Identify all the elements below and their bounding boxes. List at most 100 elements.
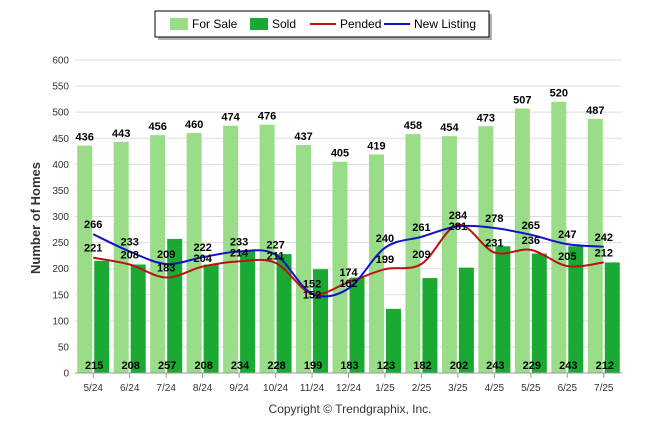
bar-for-sale	[551, 101, 567, 373]
legend-label-for-sale: For Sale	[192, 17, 238, 31]
label-for-sale: 437	[294, 131, 312, 143]
label-for-sale: 474	[221, 112, 240, 124]
y-tick-label: 0	[63, 369, 69, 380]
label-new-listing: 281	[449, 221, 467, 233]
x-tick-label: 12/24	[336, 383, 361, 394]
label-pended: 174	[339, 267, 358, 279]
label-sold: 229	[523, 360, 541, 372]
bar-sold	[495, 246, 511, 373]
label-sold: 243	[486, 360, 504, 372]
label-pended: 183	[157, 263, 175, 275]
legend-label-new-listing: New Listing	[414, 17, 476, 31]
bar-for-sale	[441, 136, 457, 373]
bar-sold	[349, 277, 365, 373]
bar-sold	[203, 264, 219, 373]
bar-for-sale	[223, 125, 239, 373]
x-tick-label: 5/24	[83, 383, 103, 394]
bar-for-sale	[186, 133, 202, 373]
label-for-sale: 419	[367, 140, 385, 152]
x-tick-label: 5/25	[521, 383, 541, 394]
series-line-pended	[93, 223, 604, 296]
x-tick-label: 6/25	[558, 383, 578, 394]
label-new-listing: 222	[193, 242, 211, 254]
label-for-sale: 520	[550, 88, 568, 100]
label-sold: 212	[596, 360, 614, 372]
legend-swatch-sold	[250, 18, 268, 30]
y-tick-label: 250	[52, 238, 69, 249]
label-for-sale: 507	[513, 95, 531, 107]
label-pended: 208	[121, 249, 139, 261]
x-tick-label: 7/25	[594, 383, 614, 394]
label-pended: 231	[485, 237, 503, 249]
y-tick-label: 300	[52, 212, 69, 223]
bar-sold	[568, 246, 584, 373]
label-pended: 221	[84, 243, 102, 255]
y-tick-label: 450	[52, 134, 69, 145]
label-sold: 199	[304, 360, 322, 372]
label-new-listing: 209	[157, 249, 175, 261]
label-for-sale: 460	[185, 119, 203, 131]
y-tick-label: 500	[52, 108, 69, 119]
label-new-listing: 265	[522, 220, 540, 232]
bar-sold	[276, 254, 292, 373]
label-new-listing: 278	[485, 213, 503, 225]
label-sold: 228	[267, 360, 285, 372]
label-new-listing: 247	[558, 229, 576, 241]
x-tick-label: 2/25	[412, 383, 432, 394]
x-tick-label: 9/24	[229, 383, 249, 394]
label-sold: 208	[194, 360, 212, 372]
label-new-listing: 266	[84, 219, 102, 231]
label-pended: 211	[267, 251, 285, 263]
bar-for-sale	[296, 145, 312, 373]
label-sold: 257	[158, 360, 176, 372]
y-tick-label: 100	[52, 316, 69, 327]
label-new-listing: 233	[121, 236, 139, 248]
lines-layer	[92, 223, 604, 298]
label-for-sale: 436	[76, 132, 94, 144]
y-tick-label: 350	[52, 186, 69, 197]
label-pended: 152	[303, 290, 321, 302]
label-pended: 199	[376, 254, 394, 266]
label-pended: 214	[230, 247, 249, 259]
label-sold: 183	[340, 360, 358, 372]
label-for-sale: 476	[258, 111, 276, 123]
bar-sold	[167, 238, 183, 373]
label-pended: 204	[193, 253, 212, 265]
labels-layer: 4362152662214432082332084562572091834602…	[76, 88, 614, 372]
bar-sold	[604, 262, 620, 373]
label-for-sale: 454	[440, 122, 459, 134]
label-new-listing: 233	[230, 236, 248, 248]
label-for-sale: 443	[112, 128, 130, 140]
grid-layer	[75, 59, 622, 374]
series-line-new-listing	[92, 224, 604, 298]
bar-for-sale	[332, 161, 348, 373]
label-new-listing: 242	[595, 232, 613, 244]
label-new-listing: 240	[376, 233, 394, 245]
y-tick-label: 200	[52, 264, 69, 275]
bar-sold	[458, 267, 474, 373]
label-pended: 212	[595, 247, 613, 259]
label-sold: 208	[122, 360, 140, 372]
label-pended: 236	[522, 235, 540, 247]
copyright-text: Copyright © Trendgraphix, Inc.	[269, 402, 432, 416]
label-pended: 209	[412, 249, 430, 261]
bar-sold	[385, 308, 401, 373]
bar-for-sale	[113, 141, 129, 373]
x-tick-label: 6/24	[120, 383, 140, 394]
label-for-sale: 456	[148, 121, 166, 133]
bar-for-sale	[405, 134, 421, 373]
legend-swatch-for-sale	[170, 18, 188, 30]
x-tick-label: 11/24	[300, 383, 325, 394]
legend-label-sold: Sold	[272, 17, 296, 31]
bar-for-sale	[259, 124, 275, 373]
legend: For Sale Sold Pended New Listing	[154, 10, 492, 40]
y-tick-label: 150	[52, 290, 69, 301]
x-tick-label: 1/25	[375, 383, 395, 394]
x-tick-label: 3/25	[448, 383, 468, 394]
label-new-listing: 261	[412, 222, 430, 234]
bar-sold	[240, 250, 256, 373]
y-tick-label: 550	[52, 82, 69, 93]
label-for-sale: 405	[331, 148, 349, 160]
y-axis-title: Number of Homes	[28, 162, 43, 274]
